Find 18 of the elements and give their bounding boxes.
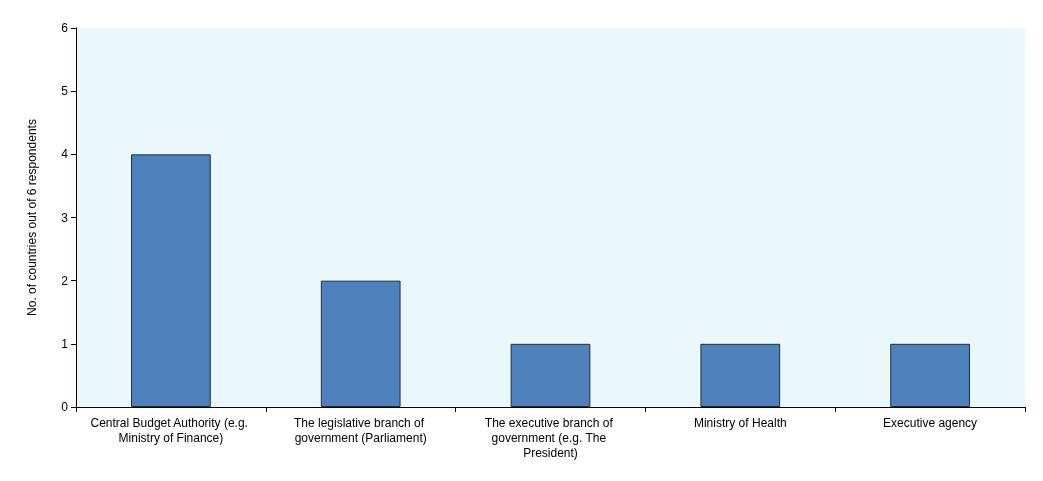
bar [890, 343, 970, 407]
x-tick-label: Central Budget Authority (e.g. Ministry of Finance) [90, 415, 252, 445]
y-tick-label: 1 [61, 336, 69, 351]
bar [131, 154, 211, 407]
y-tick-label: 5 [61, 84, 69, 99]
y-tick-label: 3 [61, 210, 69, 225]
y-tick-label: 2 [61, 273, 69, 288]
y-tick-label: 4 [61, 147, 69, 162]
x-tick-label: Ministry of Health [693, 415, 787, 430]
x-tick-label: The executive branch of government (e.g. The President) [484, 415, 617, 460]
bar [320, 280, 401, 407]
y-tick-label: 0 [61, 400, 69, 414]
bar [510, 343, 591, 407]
y-axis-title: No. of countries out of 6 respondents [25, 119, 39, 316]
x-tick-label: Executive agency [883, 415, 978, 430]
y-tick-label: 6 [61, 21, 69, 35]
bar [700, 343, 781, 407]
x-tick-label: The legislative branch of government (Parliament) [294, 415, 428, 445]
